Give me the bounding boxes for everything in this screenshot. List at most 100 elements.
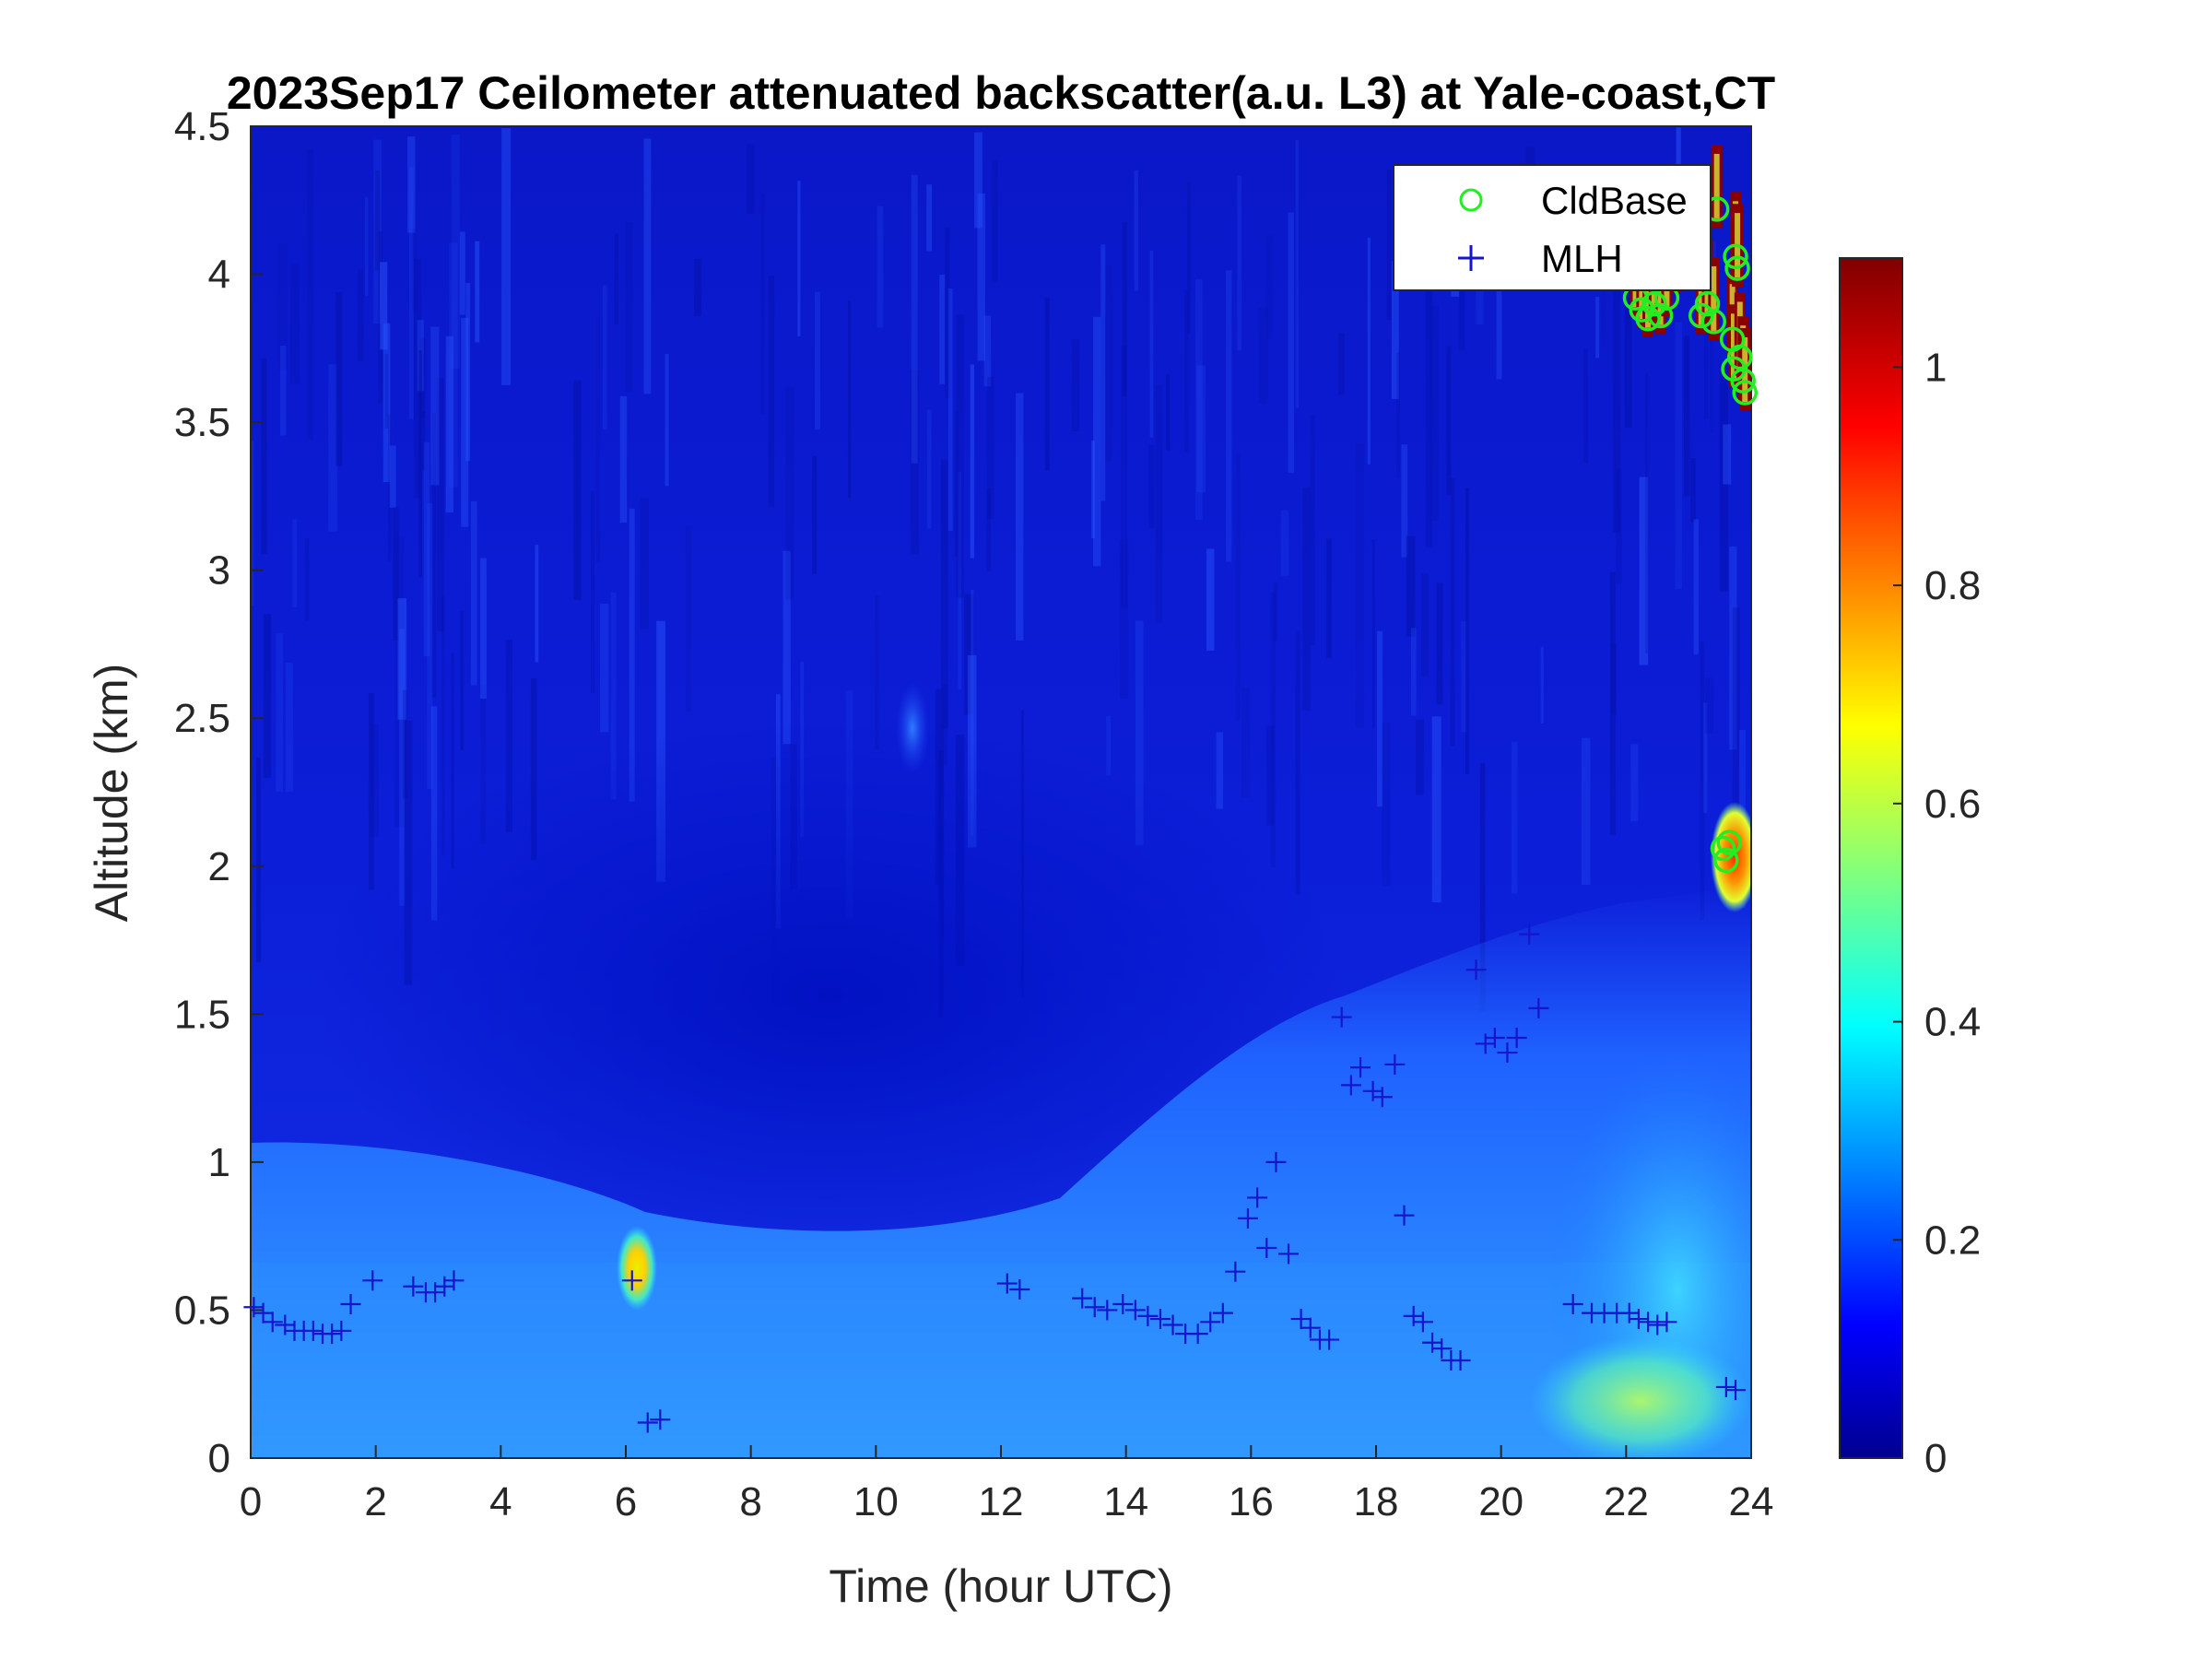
- mlh-point: [1431, 1338, 1453, 1359]
- mlh-point: [1084, 1297, 1105, 1318]
- mlh-point: [996, 1273, 1018, 1294]
- backscatter-streak: [973, 132, 982, 229]
- backscatter-streak: [694, 258, 701, 316]
- backscatter-streak: [407, 136, 416, 233]
- backscatter-streak: [685, 525, 692, 712]
- backscatter-streak: [1703, 702, 1708, 813]
- mlh-point: [1519, 924, 1540, 945]
- mlh-point: [322, 1324, 343, 1345]
- backscatter-streak: [1512, 741, 1518, 894]
- backscatter-streak: [370, 724, 379, 837]
- backscatter-streak: [1122, 221, 1127, 396]
- backscatter-streak: [958, 471, 962, 689]
- backscatter-streak: [964, 594, 974, 715]
- backscatter-streak: [480, 558, 487, 699]
- backscatter-streak: [374, 170, 381, 271]
- backscatter-streak: [1310, 415, 1315, 646]
- backscatter-streak: [402, 689, 408, 799]
- backscatter-streak: [785, 386, 794, 600]
- backscatter-streak: [1675, 322, 1683, 590]
- backscatter-streak: [279, 345, 287, 436]
- backscatter-streak: [1386, 169, 1392, 321]
- mlh-point: [1319, 1329, 1340, 1350]
- backscatter-streak: [1377, 630, 1383, 807]
- backscatter-streak: [983, 315, 992, 387]
- backscatter-streak: [441, 595, 445, 856]
- mlh-point: [1562, 1294, 1583, 1315]
- backscatter-streak: [1016, 393, 1024, 641]
- cldbase-point: [1713, 847, 1739, 874]
- x-tick-label: 22: [1604, 1479, 1649, 1524]
- mlh-point: [362, 1270, 383, 1291]
- backscatter-streak: [1583, 348, 1588, 464]
- backscatter-streak: [1609, 571, 1616, 836]
- dark-region: [313, 719, 1346, 1272]
- backscatter-streak: [629, 508, 635, 802]
- cldbase-point: [1723, 243, 1748, 270]
- mlh-point: [1072, 1288, 1093, 1309]
- backscatter-streak: [1044, 298, 1050, 471]
- backscatter-streak: [1093, 316, 1101, 567]
- backscatter-streak: [393, 506, 399, 641]
- backscatter-streak: [1302, 487, 1311, 711]
- backscatter-streak: [1100, 244, 1106, 501]
- backscatter-streak: [1732, 607, 1740, 883]
- backscatter-streak: [430, 326, 440, 486]
- mlh-point: [1656, 1312, 1677, 1333]
- mlh-point: [1237, 1207, 1258, 1229]
- backscatter-streak: [1195, 278, 1203, 520]
- backscatter-streak: [1104, 265, 1112, 462]
- backscatter-streak: [384, 353, 389, 429]
- backscatter-streak: [412, 228, 417, 312]
- backscatter-streak: [1461, 621, 1467, 733]
- backscatter-streak: [941, 684, 948, 766]
- cldbase-point: [1700, 309, 1727, 335]
- mlh-point: [1300, 1317, 1321, 1338]
- mlh-point: [1506, 1028, 1527, 1049]
- backscatter-streak: [1273, 582, 1278, 641]
- mlh-point: [1124, 1300, 1146, 1321]
- backscatter-streak: [947, 288, 953, 532]
- backscatter-streak: [815, 291, 820, 429]
- cldbase-point: [1716, 830, 1743, 855]
- backscatter-streak: [1120, 346, 1127, 608]
- backscatter-streak: [1295, 139, 1299, 408]
- backscatter-streak: [1226, 270, 1232, 562]
- mlh-point: [1256, 1238, 1277, 1259]
- aerosol-blob-10h: [896, 682, 929, 774]
- backscatter-streak: [1729, 547, 1737, 750]
- x-tick-label: 4: [489, 1479, 512, 1524]
- x-tick-label: 10: [853, 1479, 899, 1524]
- y-tick-label: 3.5: [174, 400, 230, 445]
- backscatter-streak: [1135, 620, 1144, 845]
- backscatter-streak: [1288, 212, 1294, 474]
- mlh-point: [1009, 1278, 1030, 1300]
- backscatter-streak: [480, 684, 487, 844]
- cldbase-point: [1710, 835, 1736, 862]
- backscatter-streak: [1540, 646, 1544, 724]
- legend-cldbase-marker: [1459, 188, 1483, 212]
- mlh-point: [403, 1276, 424, 1297]
- backscatter-streak: [394, 536, 404, 827]
- backscatter-streak: [461, 317, 469, 527]
- cldbase-point: [1732, 380, 1758, 406]
- mlh-point: [1412, 1312, 1433, 1333]
- backscatter-streak: [387, 415, 392, 562]
- backscatter-streak: [1106, 715, 1112, 776]
- backscatter-streak: [380, 262, 388, 350]
- backscatter-streak: [304, 538, 310, 622]
- backscatter-streak: [847, 300, 852, 499]
- x-axis-ticks: 0 2 4 6 8 10 12 14 16 18 20 22 24: [240, 1445, 1773, 1524]
- backscatter-streak: [335, 291, 343, 466]
- backscatter-streak: [1186, 182, 1191, 335]
- backscatter-streak: [465, 283, 471, 462]
- colorbar-ticks: 0 0.2 0.4 0.6 0.8 1: [1893, 345, 1981, 1481]
- backscatter-streak: [877, 206, 884, 328]
- backscatter-streak: [1612, 253, 1621, 533]
- backscatter-streak: [378, 231, 383, 404]
- mlh-point: [1265, 1151, 1287, 1172]
- backscatter-streak: [1430, 306, 1439, 521]
- cloud-return-core: [1731, 313, 1737, 379]
- mlh-point: [1497, 1042, 1518, 1064]
- legend: CldBase MLH: [1393, 164, 1712, 291]
